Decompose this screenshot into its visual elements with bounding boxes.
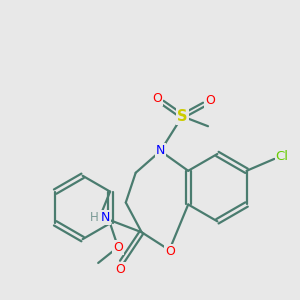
Text: H: H xyxy=(90,211,98,224)
Text: N: N xyxy=(156,145,165,158)
Text: O: O xyxy=(152,92,162,105)
Text: O: O xyxy=(115,263,125,276)
Text: N: N xyxy=(100,211,110,224)
Text: Cl: Cl xyxy=(276,150,289,164)
Text: O: O xyxy=(205,94,215,107)
Text: O: O xyxy=(113,241,123,254)
Text: S: S xyxy=(177,109,188,124)
Text: O: O xyxy=(165,244,175,258)
